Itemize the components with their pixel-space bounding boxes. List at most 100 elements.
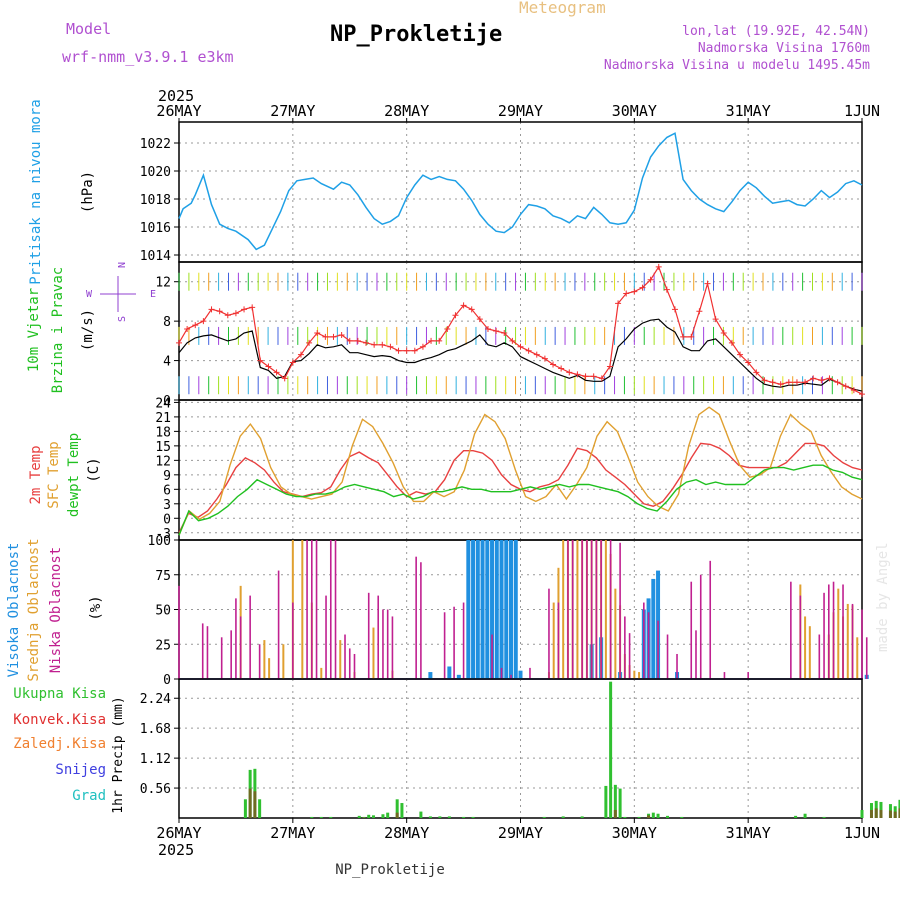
wind-title-2: Brzina i Pravac: [50, 267, 66, 393]
x-bottom-label: 29MAY: [498, 824, 543, 842]
total-precip-bar: [419, 811, 423, 818]
high-cloud-bar: [490, 540, 495, 679]
low-cloud-bar: [747, 672, 749, 679]
precip-frame: [178, 678, 863, 819]
y-tick-label: 50: [155, 604, 171, 619]
high-cloud-bar: [518, 670, 523, 679]
y-tick-label: 1016: [140, 221, 171, 236]
low-cloud-bar: [443, 612, 446, 679]
x-bottom-label: 26MAY: [156, 824, 201, 842]
wind-gust-marker: [403, 347, 410, 354]
wind-gust-marker: [550, 361, 557, 368]
low-cloud-bar: [619, 542, 621, 679]
low-cloud-bar: [239, 616, 242, 679]
mid-cloud-bar: [856, 637, 859, 679]
wind-gust-marker: [785, 379, 792, 386]
wind-gust-marker: [533, 351, 540, 358]
cloud-title-low: Niska Oblacnost: [48, 547, 64, 673]
total-precip-bar: [860, 809, 864, 818]
low-cloud-bar: [249, 595, 251, 679]
total-precip-bar: [381, 814, 385, 818]
wind-gust-marker: [753, 369, 760, 376]
x-bottom-label: 27MAY: [270, 824, 315, 842]
wind-gust-marker: [737, 351, 744, 358]
wind-gust-marker: [590, 373, 597, 380]
wind-gust-marker: [680, 333, 687, 340]
wind-unit: (m/s): [80, 309, 96, 351]
wind-gust-marker: [176, 339, 182, 346]
low-cloud-bar: [325, 595, 327, 679]
low-cloud-bar: [723, 672, 726, 679]
wind-gust-marker: [338, 331, 345, 338]
wind-rose-n: N: [117, 262, 128, 268]
wind-gust-marker: [842, 383, 849, 390]
total-precip-bar: [471, 816, 475, 818]
total-precip-bar: [438, 816, 442, 818]
coords-label: lon,lat (19.92E, 42.54N): [682, 24, 870, 39]
total-precip-bar: [462, 816, 466, 818]
low-cloud-bar: [510, 674, 512, 679]
y-tick-label: 1.12: [140, 752, 171, 767]
pressure-unit: (hPa): [80, 171, 96, 213]
total-precip-bar: [542, 816, 546, 818]
mid-cloud-bar: [263, 640, 266, 679]
total-precip-bar: [580, 816, 584, 818]
low-cloud-bar: [220, 637, 223, 679]
wind-gust-marker: [208, 306, 215, 313]
low-cloud-bar: [628, 633, 631, 679]
mid-cloud-bar: [846, 603, 849, 679]
low-cloud-bar: [491, 634, 493, 679]
mid-cloud-bar: [576, 540, 579, 679]
chart-subtitle: Meteogram: [519, 0, 606, 17]
pressure-line: [178, 132, 863, 251]
temperature-frame: [178, 399, 863, 541]
cloud-title-high: Visoka Oblacnost: [6, 543, 22, 678]
y-tick-label: 0: [163, 394, 171, 409]
total-precip-bar: [561, 816, 565, 818]
total-precip-bar: [357, 815, 361, 818]
wind-gust-marker: [232, 310, 239, 317]
low-cloud-bar: [201, 623, 204, 679]
mid-cloud-bar: [268, 658, 271, 679]
wind-gust-marker: [671, 306, 678, 313]
low-cloud-bar: [581, 540, 583, 679]
y-tick-label: 1014: [140, 249, 171, 264]
wind-gust-marker: [249, 304, 256, 311]
precip-legend-1: Konvek.Kisa: [13, 712, 106, 728]
total-precip-bar: [319, 816, 323, 818]
wind-gust-marker: [297, 351, 304, 358]
low-cloud-bar: [571, 540, 574, 679]
x-axis: 26MAY 27MAY 28MAY 29MAY 30MAY 31MAY 1JUN202526…: [156, 87, 880, 859]
low-cloud-bar: [462, 602, 465, 679]
mid-cloud-bar: [633, 670, 636, 679]
wind-gust-marker: [745, 359, 752, 366]
wind-gust-marker: [850, 387, 857, 394]
high-cloud-bar: [447, 666, 452, 679]
wind-gust-marker: [859, 391, 865, 398]
x-top-label: 30MAY: [612, 102, 657, 120]
x-top-label: 1JUN: [844, 102, 880, 120]
mid-cloud-bar: [808, 626, 811, 679]
low-cloud-bar: [277, 570, 280, 679]
low-cloud-bar: [500, 667, 503, 679]
low-cloud-bar: [415, 556, 417, 679]
wind-gust-marker: [200, 318, 207, 325]
low-cloud-bar: [865, 637, 868, 679]
low-cloud-bar: [586, 540, 588, 679]
sfc-temp-line: [178, 406, 863, 536]
total-precip-bar: [822, 816, 826, 818]
wind-gust-marker: [834, 379, 841, 386]
low-cloud-bar: [827, 584, 830, 679]
x-top-label: 27MAY: [270, 102, 315, 120]
low-cloud-bar: [799, 595, 802, 679]
mid-cloud-bar: [320, 667, 323, 679]
wind-gust-marker: [241, 306, 248, 313]
wind-gust-marker: [647, 276, 654, 283]
wind-gust-marker: [265, 363, 272, 370]
y-tick-label: 6: [163, 483, 171, 498]
wind-gust-marker: [452, 312, 459, 319]
y-tick-label: 1.68: [140, 722, 171, 737]
wind-rose-cross: [100, 276, 136, 312]
total-precip-bar: [609, 681, 613, 818]
